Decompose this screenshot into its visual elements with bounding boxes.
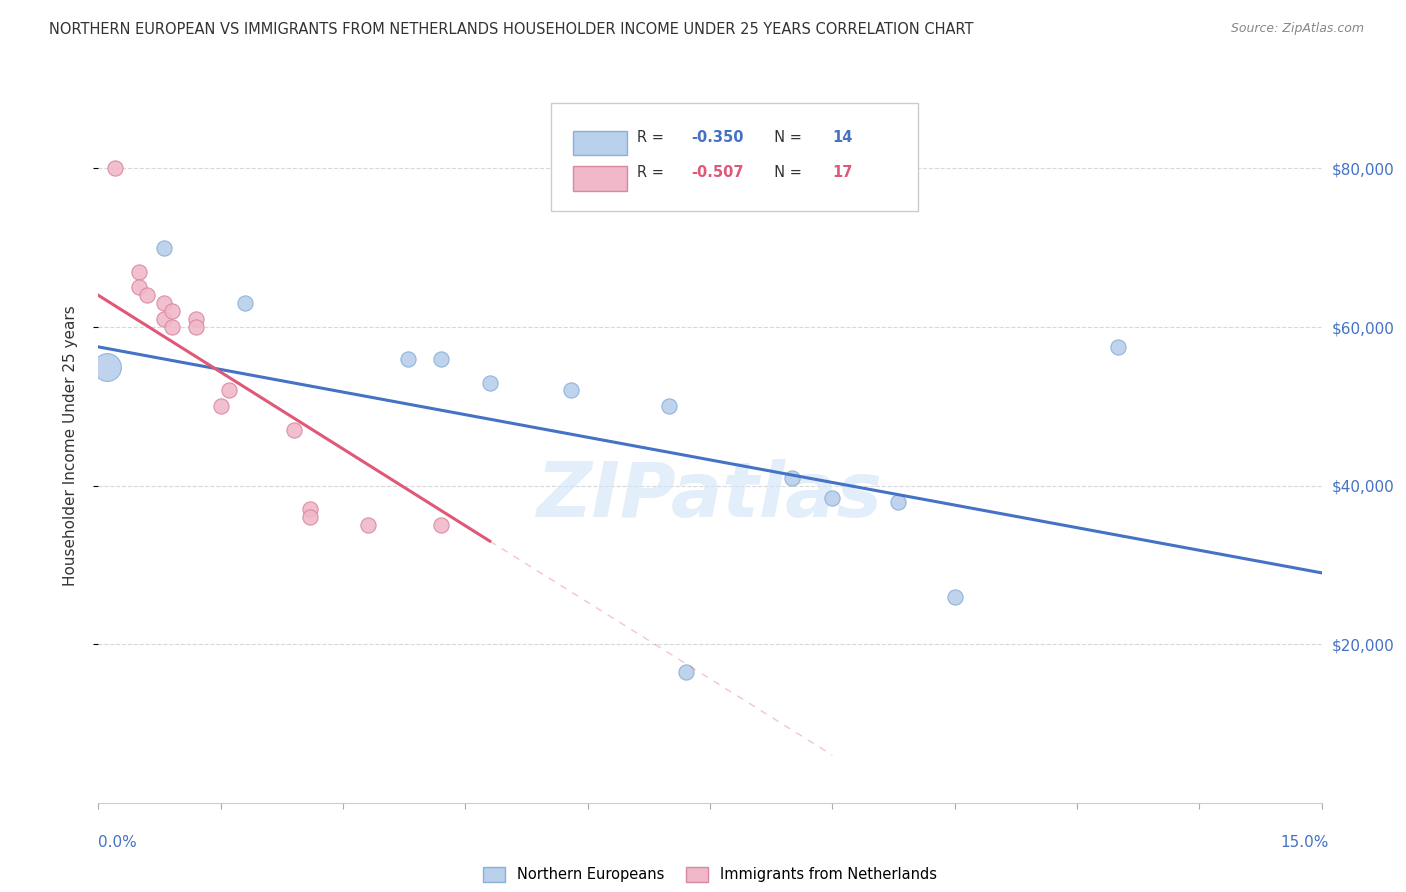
Text: R =: R = xyxy=(637,129,668,145)
Point xyxy=(356,518,378,533)
Point xyxy=(218,384,240,398)
Text: NORTHERN EUROPEAN VS IMMIGRANTS FROM NETHERLANDS HOUSEHOLDER INCOME UNDER 25 YEA: NORTHERN EUROPEAN VS IMMIGRANTS FROM NET… xyxy=(49,22,974,37)
Point xyxy=(658,400,681,414)
Text: -0.507: -0.507 xyxy=(692,165,744,180)
Text: R =: R = xyxy=(637,165,668,180)
Point xyxy=(299,502,322,516)
Point xyxy=(186,320,208,334)
Point xyxy=(152,312,174,326)
FancyBboxPatch shape xyxy=(574,130,627,155)
Text: ZIPatlas: ZIPatlas xyxy=(537,459,883,533)
Text: 15.0%: 15.0% xyxy=(1281,836,1329,850)
Point xyxy=(780,471,803,485)
Point xyxy=(299,510,322,524)
Point xyxy=(209,400,232,414)
Point xyxy=(128,280,150,294)
Point xyxy=(560,384,582,398)
Point xyxy=(283,423,305,437)
Text: N =: N = xyxy=(765,129,807,145)
Point xyxy=(96,359,118,374)
Point xyxy=(152,241,174,255)
Point xyxy=(186,312,208,326)
Point xyxy=(675,665,697,679)
Point xyxy=(160,304,183,318)
Point xyxy=(233,296,256,310)
Point xyxy=(1107,340,1129,354)
Text: 17: 17 xyxy=(832,165,852,180)
Text: -0.350: -0.350 xyxy=(692,129,744,145)
Text: N =: N = xyxy=(765,165,807,180)
Point xyxy=(104,161,127,176)
Text: Source: ZipAtlas.com: Source: ZipAtlas.com xyxy=(1230,22,1364,36)
Text: 0.0%: 0.0% xyxy=(98,836,138,850)
Point xyxy=(430,351,453,366)
FancyBboxPatch shape xyxy=(551,103,918,211)
Text: 14: 14 xyxy=(832,129,852,145)
FancyBboxPatch shape xyxy=(574,166,627,191)
Point xyxy=(152,296,174,310)
Point xyxy=(160,320,183,334)
Point xyxy=(430,518,453,533)
Point xyxy=(886,494,908,508)
Point xyxy=(128,264,150,278)
Point xyxy=(478,376,501,390)
Point xyxy=(943,590,966,604)
Point xyxy=(396,351,419,366)
Point xyxy=(821,491,844,505)
Y-axis label: Householder Income Under 25 years: Householder Income Under 25 years xyxy=(63,306,77,586)
Point xyxy=(136,288,159,302)
Legend: Northern Europeans, Immigrants from Netherlands: Northern Europeans, Immigrants from Neth… xyxy=(478,861,942,888)
